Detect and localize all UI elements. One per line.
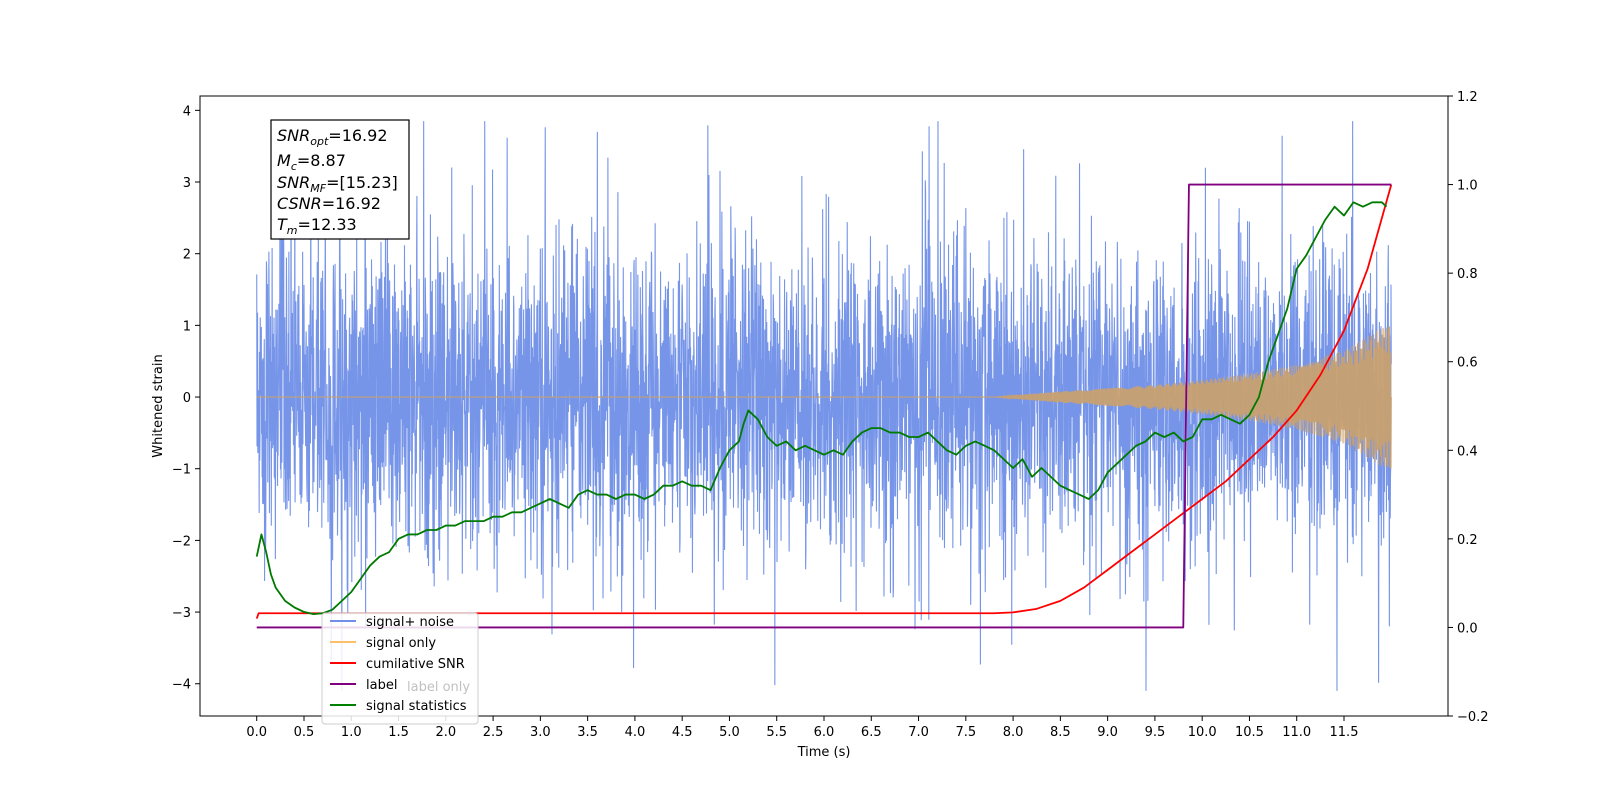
x-tick-label: 7.5 [955, 725, 976, 740]
annotation-symbol: SNR [277, 126, 310, 145]
legend-label: label [366, 678, 397, 693]
y-tick-label: 0 [183, 391, 191, 406]
series-signal-noise [256, 121, 1392, 691]
y-tick-label: −2 [172, 534, 191, 549]
x-axis-title: Time (s) [797, 745, 851, 760]
y-axis-title: Whitened strain [151, 354, 166, 457]
legend-label: signal only [366, 636, 436, 651]
y2-axis: 1.2 1.0 0.8 0.6 0.4 0.2 0.0 −0.2 [1448, 90, 1489, 725]
x-tick-label: 8.0 [1003, 725, 1024, 740]
y2-tick-label: 0.2 [1457, 533, 1478, 548]
series-signal-only [256, 326, 1392, 469]
y2-tick-label: 0.6 [1457, 356, 1478, 371]
annotation-line: SNRMF=[15.23] [277, 173, 398, 195]
y2-tick-label: 0.0 [1457, 621, 1478, 636]
x-tick-label: 11.5 [1330, 725, 1359, 740]
legend-occluded-label: label only [407, 680, 470, 695]
annotation-subscript: m [287, 224, 298, 237]
x-tick-label: 11.0 [1282, 725, 1311, 740]
x-tick-label: 1.5 [388, 725, 409, 740]
y-axis: 4 3 2 1 0 −1 −2 −3 −4 [172, 104, 200, 693]
annotation-value: =[15.23] [326, 173, 398, 192]
series-cumulative-snr [255, 184, 1393, 619]
x-tick-label: 8.5 [1050, 725, 1071, 740]
series-signal-statistics [255, 201, 1388, 616]
annotation-line: Tm=12.33 [277, 215, 357, 237]
annotation-subscript: c [291, 160, 297, 173]
x-tick-label: 10.5 [1235, 725, 1264, 740]
annotation-value: =8.87 [297, 151, 346, 170]
y2-tick-label: 1.0 [1457, 179, 1478, 194]
annotation-symbol: T [277, 215, 288, 234]
y-tick-label: −3 [172, 606, 191, 621]
y2-tick-label: 0.8 [1457, 267, 1478, 282]
x-tick-label: 5.5 [766, 725, 787, 740]
x-tick-label: 0.0 [246, 725, 267, 740]
legend-frame [321, 612, 479, 725]
x-tick-label: 9.0 [1097, 725, 1118, 740]
y-tick-label: −1 [172, 463, 191, 478]
x-tick-label: 7.0 [908, 725, 929, 740]
x-axis: 0.0 0.5 1.0 1.5 2.0 2.5 3.0 3.5 4.0 4.5 5.0 5.5 6.0 6… [246, 716, 1358, 740]
x-tick-label: 4.0 [625, 725, 646, 740]
x-tick-label: 10.0 [1188, 725, 1217, 740]
y2-tick-label: −0.2 [1457, 710, 1489, 725]
legend-label: signal statistics [366, 699, 467, 714]
x-tick-label: 3.5 [577, 725, 598, 740]
legend-label: signal+ noise [366, 615, 454, 630]
series-label [256, 183, 1392, 629]
x-tick-label: 6.5 [861, 725, 882, 740]
x-tick-label: 1.0 [341, 725, 362, 740]
annotation-symbol: SNR [277, 173, 310, 192]
x-tick-label: 5.0 [719, 725, 740, 740]
x-tick-label: 4.5 [672, 725, 693, 740]
annotation-line: SNRopt=16.92 [277, 126, 388, 148]
annotation-line: Mc=8.87 [277, 151, 346, 173]
x-tick-label: 6.0 [814, 725, 835, 740]
annotation-symbol: M [277, 151, 291, 170]
y-tick-label: 2 [183, 248, 191, 263]
x-tick-label: 2.0 [435, 725, 456, 740]
x-tick-label: 9.5 [1145, 725, 1166, 740]
y-tick-label: −4 [172, 678, 191, 693]
legend: label only signal+ noise signal only cumila… [321, 612, 479, 725]
y-tick-label: 3 [183, 176, 191, 191]
annotation-box: SNRopt=16.92Mc=8.87SNRMF=[15.23]CSNR=16.… [270, 119, 410, 240]
annotation-frame [270, 119, 410, 240]
x-tick-label: 0.5 [294, 725, 315, 740]
x-tick-label: 3.0 [530, 725, 551, 740]
annotation-value: =12.33 [298, 215, 357, 234]
annotation-symbol: CSNR [277, 194, 322, 213]
x-tick-label: 2.5 [483, 725, 504, 740]
y-tick-label: 4 [183, 104, 191, 119]
legend-label: cumilative SNR [366, 657, 465, 672]
annotation-subscript: MF [310, 182, 326, 195]
y-tick-label: 1 [183, 319, 191, 334]
annotation-subscript: opt [310, 135, 329, 148]
series-layer [255, 121, 1393, 691]
y2-tick-label: 1.2 [1457, 90, 1478, 105]
y2-tick-label: 0.4 [1457, 444, 1478, 459]
annotation-value: =16.92 [328, 126, 387, 145]
annotation-value: =16.92 [322, 194, 381, 213]
annotation-line: CSNR=16.92 [277, 194, 381, 213]
